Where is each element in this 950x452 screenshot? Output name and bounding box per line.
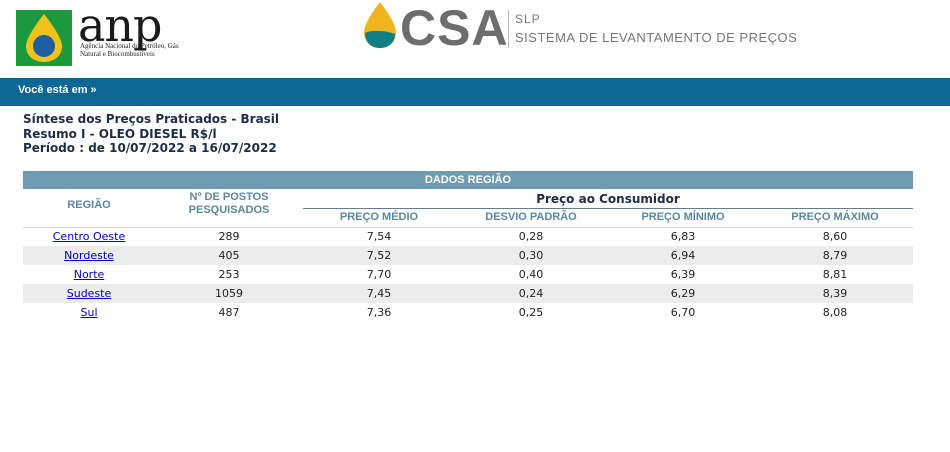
column-header-regiao: REGIÃO (67, 199, 111, 211)
preco-maximo-cell: 8,60 (822, 230, 848, 243)
preco-minimo-cell: 6,39 (670, 268, 696, 281)
column-header-desvio-padrao: DESVIO PADRÃO (485, 211, 577, 223)
table-row: Sul 487 7,36 0,25 6,70 8,08 (23, 303, 913, 322)
column-group-divider (303, 208, 913, 209)
table-row: Nordeste 405 7,52 0,30 6,94 8,79 (23, 246, 913, 265)
report-subtitle: Resumo I - OLEO DIESEL R$/l (23, 126, 217, 141)
report-titles: Síntese dos Preços Praticados - Brasil R… (23, 112, 279, 156)
region-link[interactable]: Norte (73, 268, 105, 281)
header-divider-line (23, 227, 913, 228)
desvio-padrao-cell: 0,28 (518, 230, 544, 243)
preco-medio-cell: 7,36 (366, 306, 392, 319)
preco-maximo-cell: 8,81 (822, 268, 848, 281)
desvio-padrao-cell: 0,24 (518, 287, 544, 300)
region-link[interactable]: Sudeste (66, 287, 112, 300)
column-header-preco-minimo: PREÇO MÍNIMO (641, 211, 725, 223)
anp-logo-subtitle: Agência Nacional do Petróleo, Gás Natura… (80, 42, 179, 58)
preco-medio-cell: 7,54 (366, 230, 392, 243)
preco-maximo-cell: 8,39 (822, 287, 848, 300)
desvio-padrao-cell: 0,40 (518, 268, 544, 281)
postos-cell: 1059 (215, 287, 243, 300)
preco-minimo-cell: 6,83 (670, 230, 696, 243)
postos-cell: 253 (218, 268, 240, 281)
column-group-preco-consumidor: Preço ao Consumidor (536, 192, 680, 206)
preco-medio-cell: 7,52 (366, 249, 392, 262)
page-header: anp Agência Nacional do Petróleo, Gás Na… (0, 0, 950, 78)
region-link[interactable]: Sul (80, 306, 98, 319)
preco-minimo-cell: 6,70 (670, 306, 696, 319)
system-code: SLP (515, 12, 541, 26)
header-divider (508, 10, 509, 48)
preco-minimo-cell: 6,94 (670, 249, 696, 262)
column-header-postos: Nº DE POSTOS PESQUISADOS (188, 191, 270, 216)
region-data-table: DADOS REGIÃO REGIÃO Nº DE POSTOS PESQUIS… (23, 171, 913, 322)
anp-logo-icon[interactable] (16, 10, 72, 66)
report-period: Período : de 10/07/2022 a 16/07/2022 (23, 141, 277, 155)
postos-cell: 487 (218, 306, 240, 319)
postos-cell: 405 (218, 249, 240, 262)
system-name: SISTEMA DE LEVANTAMENTO DE PREÇOS (515, 30, 798, 45)
table-row: Sudeste 1059 7,45 0,24 6,29 8,39 (23, 284, 913, 303)
table-row: Norte 253 7,70 0,40 6,39 8,81 (23, 265, 913, 284)
desvio-padrao-cell: 0,25 (518, 306, 544, 319)
breadcrumb: Você está em » (18, 84, 97, 96)
anp-logo-word: anp (78, 0, 162, 52)
preco-minimo-cell: 6,29 (670, 287, 696, 300)
table-header: REGIÃO Nº DE POSTOS PESQUISADOS Preço ao… (23, 189, 913, 228)
csa-logo-word: CSA (400, 0, 509, 56)
report-title: Síntese dos Preços Praticados - Brasil (23, 112, 280, 126)
region-link[interactable]: Nordeste (64, 249, 114, 262)
table-row: Centro Oeste 289 7,54 0,28 6,83 8,60 (23, 227, 913, 246)
column-header-preco-maximo: PREÇO MÁXIMO (791, 211, 879, 223)
preco-maximo-cell: 8,08 (822, 306, 848, 319)
preco-maximo-cell: 8,79 (822, 249, 848, 262)
column-header-preco-medio: PREÇO MÉDIO (339, 211, 419, 223)
desvio-padrao-cell: 0,30 (518, 249, 544, 262)
preco-medio-cell: 7,45 (366, 287, 392, 300)
csa-drop-icon (364, 2, 396, 48)
postos-cell: 289 (218, 230, 240, 243)
table-title: DADOS REGIÃO (23, 171, 913, 189)
preco-medio-cell: 7,70 (366, 268, 392, 281)
region-link[interactable]: Centro Oeste (52, 230, 126, 243)
nav-bar: Você está em » (0, 78, 950, 106)
